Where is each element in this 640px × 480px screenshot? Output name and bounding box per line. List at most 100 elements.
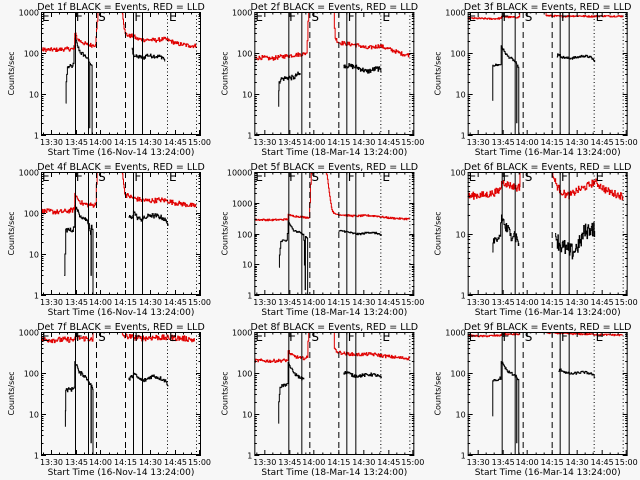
segment-label: E <box>169 170 177 184</box>
chart-title: Det 3f BLACK = Events, RED = LLD <box>464 2 632 13</box>
y-tick-label: 100 <box>24 50 39 59</box>
segment-label: E <box>469 170 477 184</box>
series-group <box>467 12 624 135</box>
series-events-trace <box>128 210 169 226</box>
segment-label: E <box>255 330 263 344</box>
segment-label: E <box>169 330 177 344</box>
segment-label: E <box>382 170 390 184</box>
series-events-trace <box>278 362 305 424</box>
segment-label: F <box>289 10 296 24</box>
plot-frame <box>41 332 201 455</box>
y-tick-label: 100 <box>237 231 252 240</box>
plot-frame <box>41 172 201 295</box>
y-axis-label: Counts/sec <box>7 51 16 95</box>
chart-title: Det 6f BLACK = Events, RED = LLD <box>464 162 632 173</box>
plot-frame <box>254 332 415 455</box>
segment-label: F <box>561 330 568 344</box>
chart-title: Det 5f BLACK = Events, RED = LLD <box>251 162 419 173</box>
x-tick-label: 13:45 <box>65 458 88 467</box>
y-tick-label: 1 <box>461 132 466 141</box>
x-tick-label: 15:00 <box>615 458 638 467</box>
y-tick-label: 1 <box>247 132 252 141</box>
x-tick-label: 14:15 <box>541 298 564 307</box>
series-events-trace <box>492 45 520 135</box>
x-tick-label: 14:45 <box>591 298 614 307</box>
x-tick-label: 14:15 <box>541 138 564 147</box>
y-tick-label: 100 <box>450 50 465 59</box>
series-events-trace <box>338 229 382 236</box>
x-tick-label: 14:00 <box>302 138 325 147</box>
y-tick-label: 10 <box>29 91 39 100</box>
x-axis-label: Start Time (16-Nov-14 13:24:00) <box>48 468 195 478</box>
segment-label: E <box>42 10 50 24</box>
segment-label: F <box>502 10 509 24</box>
x-axis-label: Start Time (16-Mar-14 13:24:00) <box>475 308 621 318</box>
series-events-trace <box>343 371 382 379</box>
segment-label: E <box>469 330 477 344</box>
x-tick-label: 13:30 <box>253 298 276 307</box>
y-tick-label: 1 <box>461 292 466 301</box>
x-tick-label: 14:30 <box>352 298 375 307</box>
segment-label: S <box>311 170 319 184</box>
x-axis-label: Start Time (18-Mar-14 13:24:00) <box>261 468 407 478</box>
x-tick-label: 14:30 <box>566 138 589 147</box>
series-group <box>254 172 410 295</box>
x-tick-label: 14:00 <box>516 138 539 147</box>
segment-label: E <box>42 170 50 184</box>
y-tick-label: 10 <box>242 91 252 100</box>
segment-label: S <box>98 330 106 344</box>
x-tick-label: 14:45 <box>164 138 187 147</box>
series-group <box>41 12 197 135</box>
segment-label: F <box>134 170 141 184</box>
plot-frame <box>467 12 628 135</box>
y-axis-label: Counts/sec <box>7 371 16 415</box>
x-tick-label: 13:45 <box>492 458 515 467</box>
segment-label: E <box>596 330 604 344</box>
y-tick-label: 1000 <box>19 329 39 338</box>
segment-label: F <box>348 170 355 184</box>
chart-title: Det 9f BLACK = Events, RED = LLD <box>464 322 632 333</box>
x-tick-label: 14:15 <box>541 458 564 467</box>
segment-label: F <box>289 170 296 184</box>
x-tick-label: 14:45 <box>377 458 400 467</box>
segment-label: F <box>76 170 83 184</box>
segment-label: F <box>561 10 568 24</box>
segment-label: E <box>42 330 50 344</box>
x-tick-label: 13:30 <box>40 458 63 467</box>
y-tick-label: 100 <box>237 50 252 59</box>
segment-label: F <box>348 10 355 24</box>
plot-frame <box>467 332 628 455</box>
segment-label: E <box>469 10 477 24</box>
x-tick-label: 13:30 <box>253 138 276 147</box>
y-tick-label: 1 <box>247 292 252 301</box>
x-tick-label: 14:30 <box>352 138 375 147</box>
segment-label: E <box>169 10 177 24</box>
y-tick-label: 1000 <box>232 329 252 338</box>
x-axis-label: Start Time (16-Nov-14 13:24:00) <box>48 308 195 318</box>
series-group <box>41 332 195 455</box>
x-tick-label: 14:45 <box>377 298 400 307</box>
y-axis-label: Counts/sec <box>434 211 443 255</box>
segment-label: F <box>502 170 509 184</box>
series-lld-trace <box>41 332 195 344</box>
x-tick-label: 13:30 <box>253 458 276 467</box>
y-tick-label: 1000 <box>19 9 39 18</box>
series-events-trace <box>128 372 169 387</box>
x-tick-label: 14:45 <box>164 298 187 307</box>
segment-label: E <box>382 10 390 24</box>
x-tick-label: 14:45 <box>591 138 614 147</box>
x-tick-label: 14:00 <box>302 458 325 467</box>
y-tick-label: 100 <box>450 370 465 379</box>
y-axis-label: Counts/sec <box>220 51 229 95</box>
y-axis-label: Counts/sec <box>220 211 229 255</box>
segment-label: F <box>76 10 83 24</box>
series-events-trace <box>65 37 166 135</box>
segment-label: S <box>525 170 533 184</box>
series-events-trace <box>556 53 596 63</box>
